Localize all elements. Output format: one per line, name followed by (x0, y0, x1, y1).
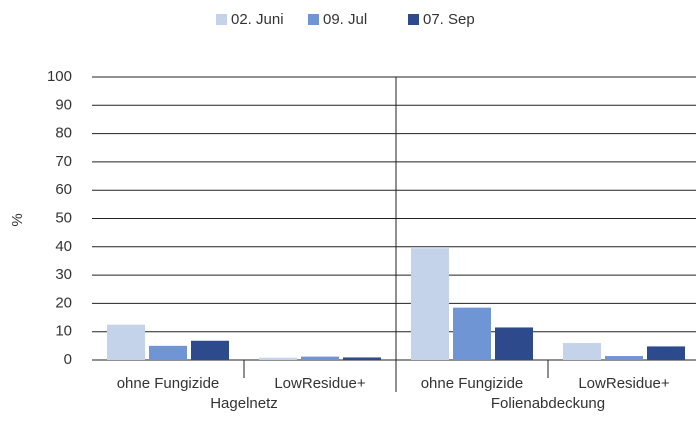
y-tick-label: 100 (47, 68, 72, 85)
bar (343, 357, 381, 360)
group-label: Hagelnetz (210, 395, 278, 412)
y-tick-label: 60 (55, 181, 72, 198)
bar (495, 327, 533, 360)
legend-swatch (308, 14, 319, 25)
bar (259, 357, 297, 360)
x-tick-label: LowResidue+ (274, 375, 366, 392)
bar (411, 248, 449, 360)
bar (191, 340, 229, 360)
bar (301, 356, 339, 360)
x-tick-label: ohne Fungizide (117, 375, 220, 392)
y-tick-label: 40 (55, 238, 72, 255)
legend-swatch (408, 14, 419, 25)
bar (647, 346, 685, 360)
x-tick-label: ohne Fungizide (421, 375, 524, 392)
x-tick-label: LowResidue+ (578, 375, 670, 392)
bar (563, 343, 601, 360)
y-tick-label: 30 (55, 266, 72, 283)
y-tick-label: 20 (55, 294, 72, 311)
y-tick-label: 0 (64, 351, 72, 368)
bar (107, 324, 145, 360)
y-tick-label: 80 (55, 125, 72, 142)
legend-label: 09. Jul (323, 11, 367, 28)
y-axis-label: % (9, 213, 26, 226)
legend-label: 07. Sep (423, 11, 475, 28)
group-label: Folienabdeckung (491, 395, 605, 412)
y-tick-label: 50 (55, 209, 72, 226)
legend-label: 02. Juni (231, 11, 284, 28)
bar (605, 356, 643, 360)
y-tick-label: 10 (55, 323, 72, 340)
y-tick-label: 70 (55, 153, 72, 170)
bar (453, 307, 491, 360)
bar (149, 345, 187, 360)
y-tick-label: 90 (55, 96, 72, 113)
legend-swatch (216, 14, 227, 25)
